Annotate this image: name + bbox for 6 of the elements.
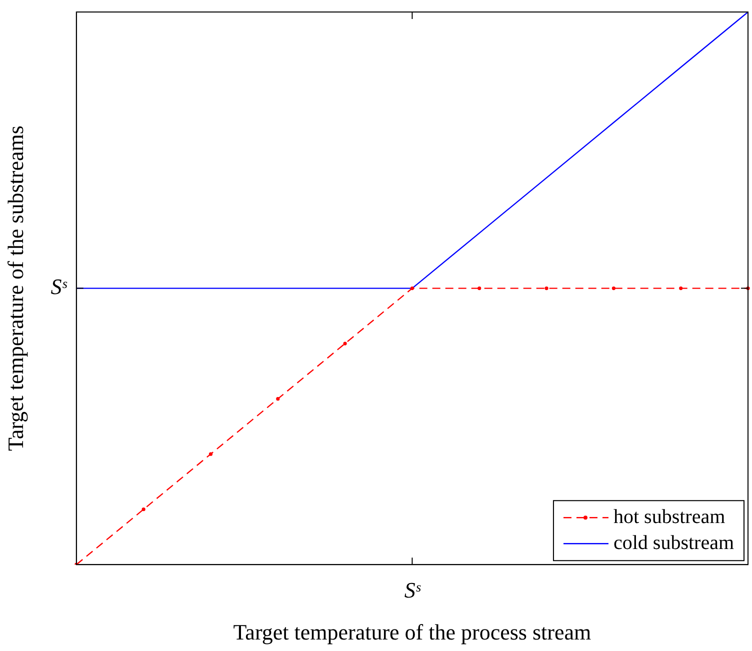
y-axis-title: Target temperature of the substreams — [2, 126, 28, 452]
legend-label: hot substream — [613, 506, 726, 528]
legend-label: cold substream — [613, 532, 734, 554]
x-axis-title: Target temperature of the process stream — [233, 620, 592, 645]
text: Sˢ — [50, 274, 68, 300]
text: Sˢ — [404, 577, 422, 602]
